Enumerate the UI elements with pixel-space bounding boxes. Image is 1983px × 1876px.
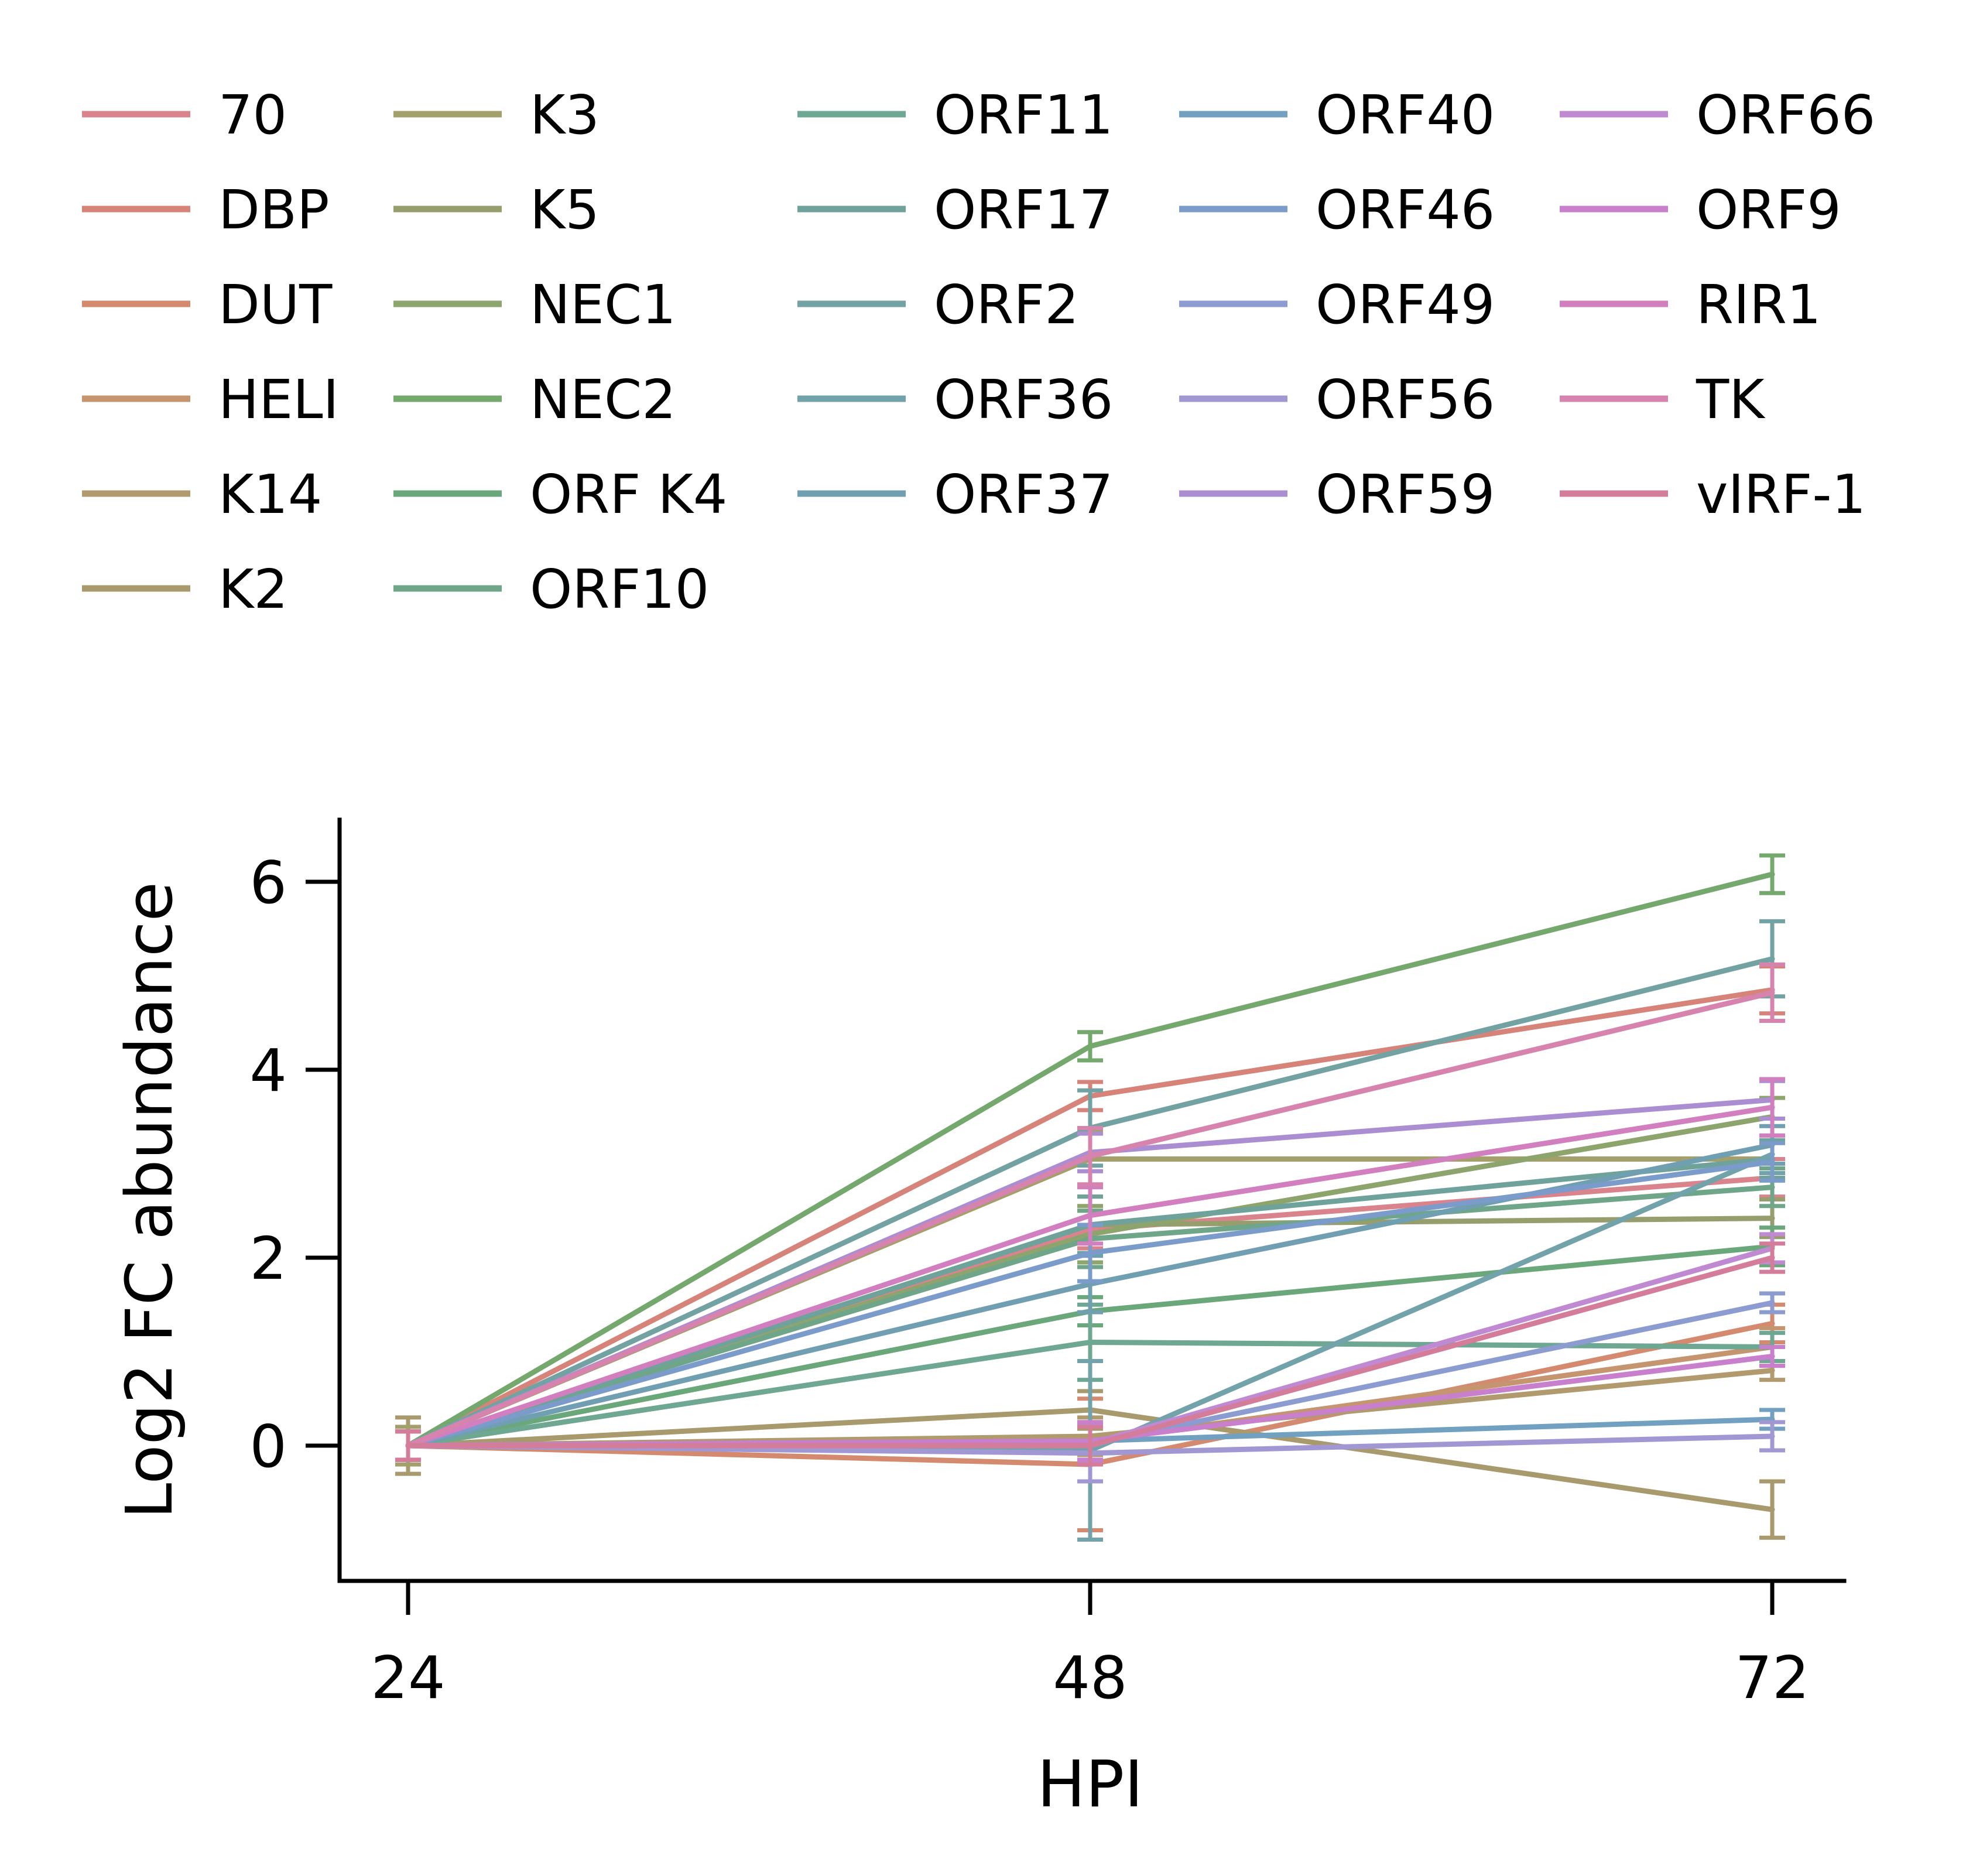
y-axis-ticks: 0 2 4 6 (249, 848, 340, 1481)
legend-label: ORF59 (1316, 463, 1495, 526)
legend-label: K14 (218, 463, 322, 526)
error-bar (1759, 1479, 1785, 1540)
legend-label: vIRF-1 (1696, 463, 1866, 526)
legend-item: K14 (82, 463, 322, 526)
legend-item: vIRF-1 (1560, 463, 1866, 526)
x-axis-ticks: 24 48 72 (371, 1581, 1810, 1712)
error-bar (1759, 1344, 1785, 1368)
legend-item: NEC2 (393, 368, 676, 431)
legend-item: ORF59 (1179, 463, 1495, 526)
y-axis-title: Log2 FC abundance (112, 882, 187, 1519)
legend-item: K3 (393, 84, 600, 146)
y-tick-label: 6 (249, 848, 287, 917)
legend-label: K2 (218, 558, 288, 621)
legend: 70 DBP DUT HELI K14 K2 K3 K5 NEC1 NEC2 ORF K4 ORF10… (82, 84, 1875, 621)
error-bar (1759, 853, 1785, 895)
error-bar (1759, 1077, 1785, 1138)
legend-label: ORF56 (1316, 368, 1495, 431)
legend-label: DBP (218, 179, 329, 241)
legend-label: ORF37 (934, 463, 1113, 526)
legend-item: ORF66 (1560, 84, 1875, 146)
legend-label: ORF2 (934, 273, 1079, 336)
error-bar (1077, 1185, 1103, 1246)
error-bar (1077, 1126, 1103, 1187)
error-bar (1759, 1141, 1785, 1183)
legend-label: K3 (530, 84, 600, 146)
legend-item: ORF K4 (393, 463, 727, 526)
legend-item: ORF2 (797, 273, 1079, 336)
legend-label: NEC2 (530, 368, 676, 431)
legend-item: ORF37 (797, 463, 1113, 526)
error-bar (1759, 1241, 1785, 1274)
series-orf46 (395, 1141, 1785, 1462)
legend-label: K5 (530, 179, 600, 241)
legend-item: DUT (82, 273, 333, 336)
legend-item: HELI (82, 368, 339, 431)
legend-item: ORF49 (1179, 273, 1495, 336)
legend-item: ORF56 (1179, 368, 1495, 431)
legend-label: RIR1 (1696, 273, 1821, 336)
legend-label: ORF66 (1696, 84, 1875, 146)
legend-item: ORF10 (393, 558, 709, 621)
legend-item: 70 (82, 84, 287, 146)
legend-label: ORF17 (934, 179, 1113, 241)
error-bar (1077, 1030, 1103, 1063)
legend-label: ORF40 (1316, 84, 1495, 146)
legend-item: ORF36 (797, 368, 1113, 431)
legend-item: DBP (82, 179, 329, 241)
series-virf-1 (395, 1241, 1785, 1467)
legend-item: RIR1 (1560, 273, 1821, 336)
x-axis-title: HPI (1037, 1747, 1143, 1822)
legend-item: NEC1 (393, 273, 676, 336)
series-layer (395, 853, 1785, 1542)
y-tick-label: 2 (249, 1224, 287, 1293)
legend-label: DUT (218, 273, 333, 336)
legend-label: ORF9 (1696, 179, 1841, 241)
y-tick-label: 4 (249, 1036, 287, 1105)
legend-label: ORF46 (1316, 179, 1495, 241)
error-bar (1759, 1420, 1785, 1453)
x-tick-label: 72 (1735, 1644, 1809, 1712)
legend-label: ORF K4 (530, 463, 727, 526)
legend-item: ORF9 (1560, 179, 1841, 241)
legend-item: K2 (82, 558, 288, 621)
legend-label: HELI (218, 368, 339, 431)
legend-item: ORF46 (1179, 179, 1495, 241)
error-bar (395, 1429, 421, 1462)
legend-item: ORF17 (797, 179, 1113, 241)
y-tick-label: 0 (249, 1412, 287, 1481)
legend-item: K5 (393, 179, 600, 241)
legend-label: ORF11 (934, 84, 1113, 146)
legend-label: ORF49 (1316, 273, 1495, 336)
error-bar (1759, 962, 1785, 1023)
x-tick-label: 24 (371, 1644, 445, 1712)
legend-label: TK (1696, 368, 1766, 431)
legend-item: ORF40 (1179, 84, 1495, 146)
error-bar (1077, 1425, 1103, 1467)
legend-label: ORF10 (530, 558, 709, 621)
error-bar (1759, 1291, 1785, 1314)
x-tick-label: 48 (1053, 1644, 1127, 1712)
legend-item: ORF11 (797, 84, 1113, 146)
legend-label: NEC1 (530, 273, 676, 336)
legend-label: 70 (218, 84, 287, 146)
legend-label: ORF36 (934, 368, 1113, 431)
legend-item: TK (1560, 368, 1766, 431)
